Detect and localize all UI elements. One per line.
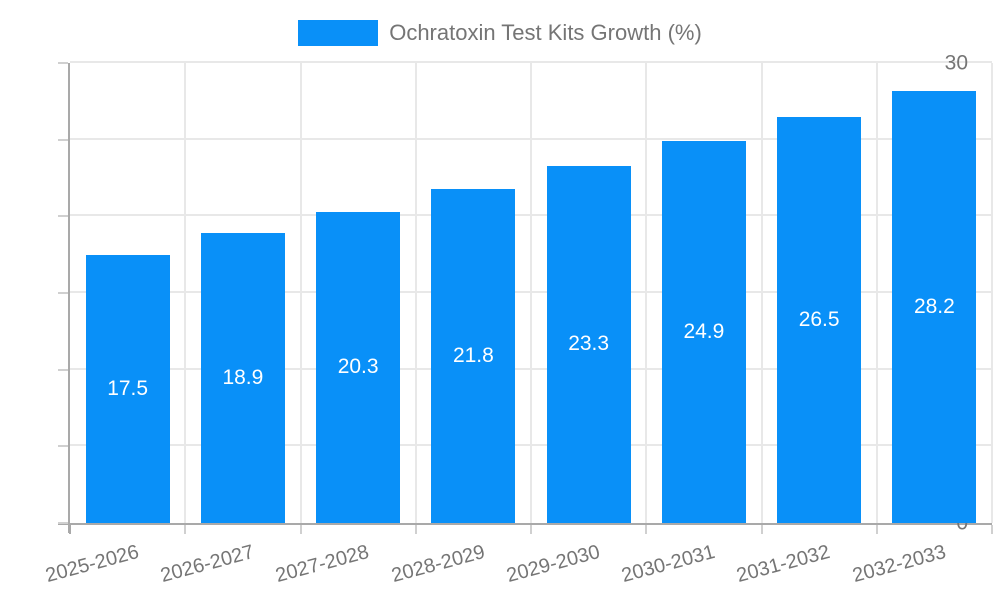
x-tick-mark: [991, 525, 993, 534]
gridline-vertical: [991, 63, 993, 523]
bar[interactable]: 21.8: [431, 188, 516, 523]
y-tick-mark: [58, 292, 68, 294]
legend-swatch: [298, 20, 379, 46]
x-axis-label: 2027-2028: [273, 541, 372, 588]
x-axis-label: 2029-2030: [504, 541, 603, 588]
bar[interactable]: 20.3: [316, 211, 401, 523]
gridline-vertical: [530, 63, 532, 523]
y-axis-line: [68, 63, 70, 533]
x-tick-mark: [299, 525, 302, 534]
x-tick-mark: [530, 525, 532, 534]
plot-area: 05101520253017.52025-202618.92026-202720…: [43, 53, 993, 587]
x-tick-mark: [184, 525, 187, 534]
x-tick-mark: [414, 525, 417, 534]
bar[interactable]: 26.5: [777, 116, 862, 523]
gridline-vertical: [184, 63, 187, 523]
bar-value-label: 28.2: [913, 294, 955, 318]
gridline-vertical: [645, 63, 648, 523]
bar-value-label: 21.8: [452, 343, 494, 367]
gridline-vertical: [414, 63, 417, 523]
chart-legend: Ochratoxin Test Kits Growth (%): [0, 20, 1000, 46]
bar-value-label: 18.9: [222, 366, 264, 390]
bar-value-label: 17.5: [107, 376, 149, 400]
bar-value-label: 26.5: [798, 307, 840, 331]
bar-value-label: 23.3: [568, 332, 610, 356]
y-tick-mark: [58, 522, 68, 524]
legend-label: Ochratoxin Test Kits Growth (%): [389, 20, 702, 45]
bar-value-label: 20.3: [337, 355, 379, 379]
x-axis-label: 2030-2031: [619, 541, 718, 588]
y-tick-mark: [58, 138, 68, 141]
gridline-vertical: [299, 63, 302, 523]
x-axis-label: 2028-2029: [388, 541, 488, 588]
x-axis-label: 2032-2033: [849, 541, 949, 588]
y-tick-mark: [58, 62, 68, 64]
x-axis-label: 2031-2032: [734, 541, 833, 588]
gridline-vertical: [875, 63, 878, 523]
y-axis-label: 30: [944, 51, 968, 75]
y-axis-label: 0: [956, 511, 968, 535]
gridline-horizontal: [70, 61, 992, 63]
bar-value-label: 24.9: [683, 320, 725, 344]
x-tick-mark: [69, 525, 71, 534]
y-tick-mark: [58, 215, 68, 218]
x-tick-mark: [645, 525, 648, 534]
x-tick-mark: [875, 525, 878, 534]
x-tick-mark: [760, 525, 763, 534]
x-axis-line: [58, 523, 992, 525]
y-tick-mark: [58, 445, 68, 448]
bar[interactable]: 24.9: [661, 141, 746, 523]
legend-item[interactable]: Ochratoxin Test Kits Growth (%): [298, 20, 702, 46]
gridline-vertical: [760, 63, 763, 523]
x-axis-label: 2026-2027: [158, 541, 257, 588]
bar[interactable]: 18.9: [200, 233, 285, 523]
bar[interactable]: 23.3: [546, 165, 631, 523]
bar[interactable]: 17.5: [85, 254, 170, 523]
y-tick-mark: [58, 368, 68, 371]
bar[interactable]: 28.2: [892, 90, 977, 523]
x-axis-label: 2025-2026: [43, 541, 142, 588]
